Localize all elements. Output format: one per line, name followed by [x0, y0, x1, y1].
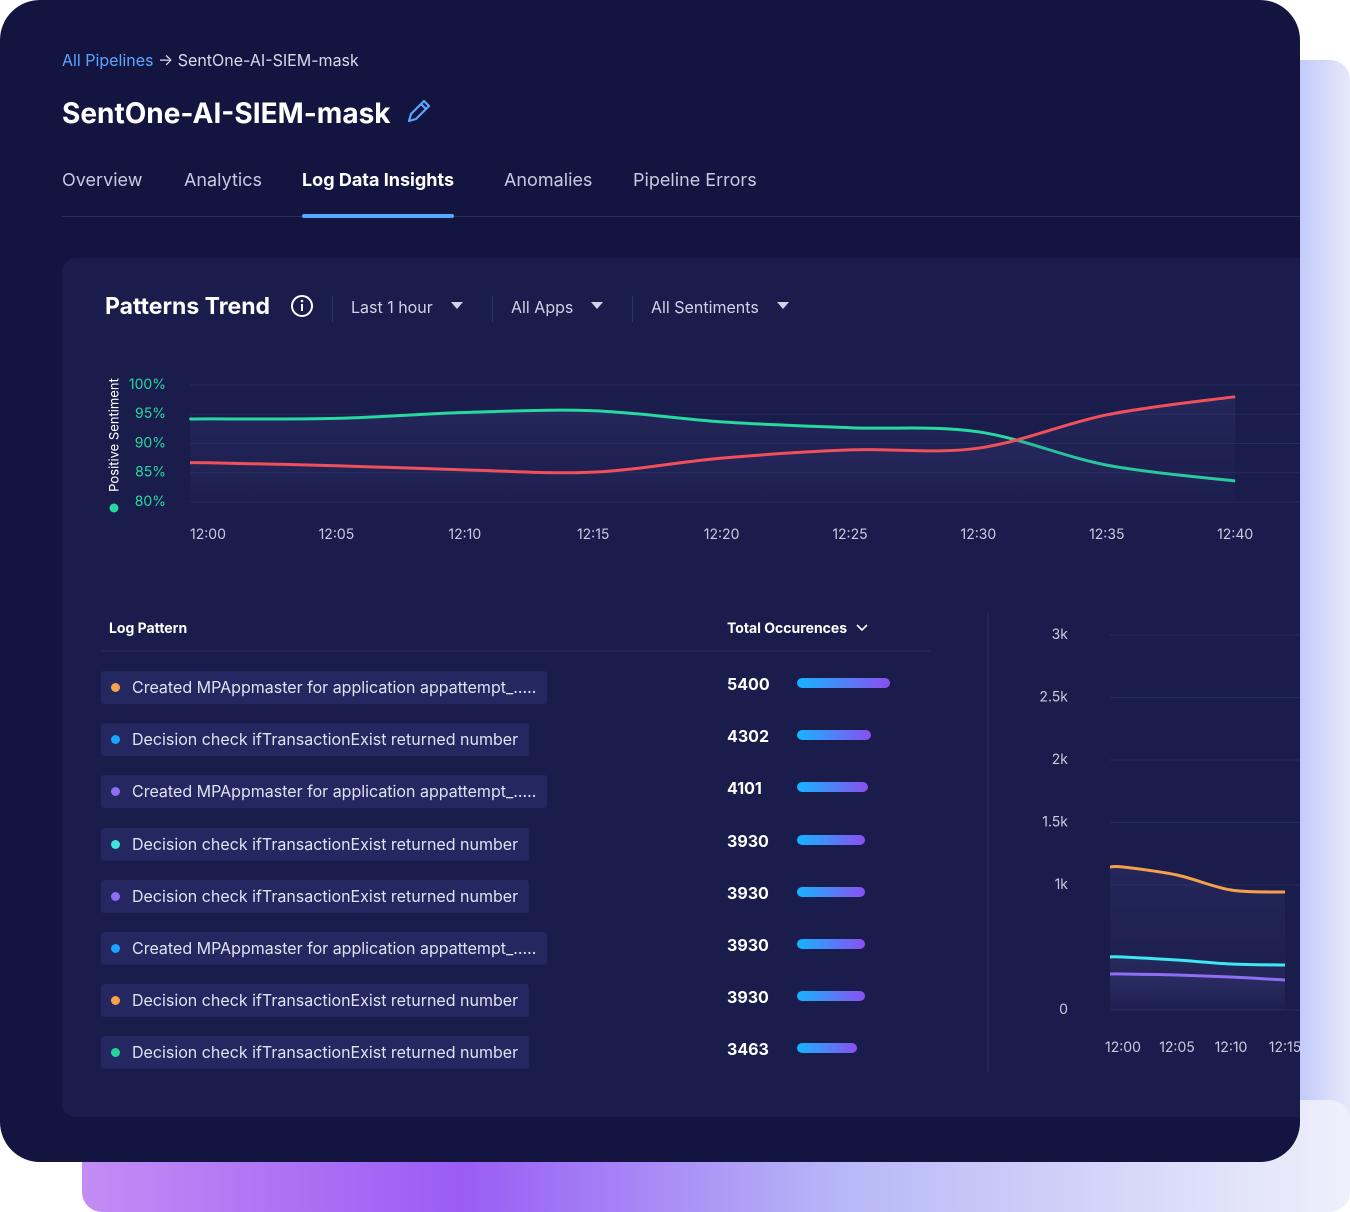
info-icon[interactable] — [290, 294, 314, 318]
series-line — [1109, 864, 1286, 894]
log-pattern[interactable]: Decision check ifTransactionExist return… — [101, 1036, 530, 1070]
x-tick-label: 12:00 — [190, 526, 226, 543]
title-text: SentOne-AI-SIEM-mask — [62, 96, 391, 130]
sort-icon[interactable] — [856, 624, 868, 632]
occurrence-bar — [797, 782, 868, 793]
column-header: Log Pattern — [109, 620, 188, 637]
page-title: SentOne-AI-SIEM-mask — [62, 95, 431, 130]
filter-dropdown[interactable]: All Sentiments — [632, 296, 789, 322]
occurrence-bar — [797, 834, 865, 845]
occurrence-count: 4302 — [727, 726, 770, 747]
occurrence-bar — [797, 730, 872, 741]
occurrence-bar — [797, 886, 865, 897]
pattern-dot — [111, 683, 120, 692]
filter-dropdown[interactable]: Last 1 hour — [332, 296, 463, 322]
tab[interactable]: Analytics — [184, 170, 263, 191]
occurrence-count: 3463 — [727, 1039, 769, 1060]
x-tick-label: 12:15 — [1269, 1039, 1300, 1056]
occurrence-count: 5400 — [727, 674, 770, 694]
pattern-dot — [111, 891, 120, 901]
pattern-dot — [111, 1048, 120, 1058]
occurrence-count: 4101 — [727, 778, 762, 799]
pattern-text: Decision check ifTransactionExist return… — [132, 990, 519, 1011]
pattern-text: Created MPAppmaster for application appa… — [132, 938, 537, 958]
pattern-dot — [111, 735, 120, 745]
pattern-text: Decision check ifTransactionExist return… — [132, 1042, 519, 1063]
log-pattern[interactable]: Decision check ifTransactionExist return… — [101, 879, 530, 913]
x-tick-label: 12:05 — [319, 526, 355, 543]
tab[interactable]: Pipeline Errors — [633, 170, 757, 191]
tab[interactable]: Overview — [62, 170, 143, 191]
occurrence-count: 3930 — [727, 882, 769, 903]
x-tick-label: 12:15 — [577, 526, 609, 543]
occurrence-bar — [797, 991, 865, 1002]
edit-icon[interactable] — [405, 97, 433, 125]
pattern-text: Decision check ifTransactionExist return… — [132, 729, 519, 750]
x-tick-label: 12:00 — [1105, 1039, 1141, 1056]
pattern-text: Created MPAppmaster for application appa… — [132, 781, 537, 802]
y-tick-label: 1.5k — [1042, 813, 1068, 830]
occurrence-bar — [797, 678, 890, 688]
y-tick-label: 90% — [135, 434, 166, 451]
occurrence-count: 3930 — [727, 987, 769, 1008]
y-axis-label: Positive Sentiment — [107, 378, 123, 492]
filter-dropdown[interactable]: All Apps — [492, 296, 603, 322]
breadcrumb: All Pipelines → SentOne-AI-SIEM-mask — [62, 50, 359, 70]
pattern-dot — [111, 787, 120, 797]
log-pattern[interactable]: Decision check ifTransactionExist return… — [101, 827, 530, 861]
occurrence-bar — [797, 1043, 857, 1054]
column-header[interactable]: Total Occurences — [727, 620, 848, 637]
log-pattern[interactable]: Decision check ifTransactionExist return… — [101, 723, 530, 757]
series-area — [190, 396, 1236, 502]
occurrence-count: 3930 — [727, 830, 769, 851]
y-tick-label: 100% — [129, 376, 166, 393]
y-tick-label: 95% — [135, 405, 166, 422]
log-pattern[interactable]: Created MPAppmaster for application appa… — [101, 932, 548, 965]
y-tick-label: 2.5k — [1039, 688, 1068, 705]
occurrence-bar — [797, 939, 865, 949]
series-line — [1109, 955, 1286, 967]
series-line — [189, 395, 1236, 475]
y-tick-label: 1k — [1055, 876, 1069, 893]
legend-dot — [109, 503, 119, 513]
y-tick-label: 3k — [1052, 626, 1069, 643]
log-pattern[interactable]: Decision check ifTransactionExist return… — [101, 984, 530, 1018]
pattern-text: Decision check ifTransactionExist return… — [132, 833, 519, 854]
log-pattern[interactable]: Created MPAppmaster for application appa… — [101, 671, 548, 704]
y-tick-label: 2k — [1052, 751, 1069, 768]
x-tick-label: 12:05 — [1159, 1039, 1195, 1056]
x-tick-label: 12:35 — [1089, 526, 1124, 543]
tab[interactable]: Log Data Insights — [302, 170, 455, 218]
x-tick-label: 12:25 — [832, 526, 867, 543]
y-tick-label: 85% — [135, 464, 166, 481]
log-pattern[interactable]: Created MPAppmaster for application appa… — [101, 775, 548, 809]
breadcrumb-current: SentOne-AI-SIEM-mask — [177, 50, 359, 70]
pattern-dot — [111, 839, 120, 849]
charts: 80% 85% 90% 95% 100% 12:00 12:05 12:10 12:15 12:2… — [101, 376, 1300, 1072]
series-line — [1109, 972, 1286, 982]
occurrence-count: 3930 — [727, 935, 769, 955]
y-tick-label: 0 — [1059, 1001, 1068, 1018]
breadcrumb-link[interactable]: All Pipelines — [62, 50, 154, 70]
pattern-dot — [111, 944, 120, 953]
x-tick-label: 12:10 — [1215, 1039, 1248, 1056]
series-area — [1110, 973, 1285, 1010]
x-tick-label: 12:10 — [448, 526, 481, 543]
pattern-text: Created MPAppmaster for application appa… — [132, 677, 537, 697]
x-tick-label: 12:40 — [1217, 526, 1253, 543]
y-tick-label: 80% — [135, 493, 166, 510]
pattern-dot — [111, 996, 120, 1006]
panel-title: Patterns Trend — [105, 292, 271, 320]
tab[interactable]: Anomalies — [504, 170, 593, 191]
pattern-text: Decision check ifTransactionExist return… — [132, 885, 519, 906]
x-tick-label: 12:30 — [961, 526, 997, 543]
tab-bar: Overview Analytics Log Data Insights Anomal… — [62, 170, 1300, 218]
x-tick-label: 12:20 — [704, 526, 740, 543]
pipeline-card: All Pipelines → SentOne-AI-SIEM-mask Sen… — [0, 0, 1300, 1162]
